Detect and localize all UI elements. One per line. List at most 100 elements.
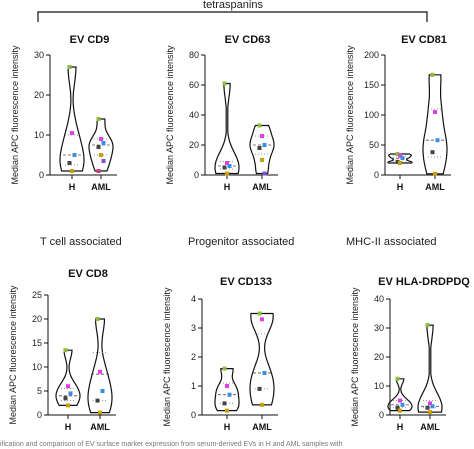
panel2-aml-data-point xyxy=(262,143,267,147)
panel5-h-data-point xyxy=(227,392,232,397)
panel4-title: EV CD8 xyxy=(68,268,108,280)
panel4-h-data-point xyxy=(66,403,70,408)
panel5-h-data-point xyxy=(225,408,229,413)
panel5-h-data-point xyxy=(222,366,227,371)
panel3-aml-data-point xyxy=(433,110,437,114)
panel2-ytick-label: 20 xyxy=(189,140,199,150)
panel6-h-data-point xyxy=(395,376,400,381)
panel5-ytick-label: 4 xyxy=(191,294,196,304)
panel4-aml-data-point xyxy=(98,410,102,415)
panel4-ytick-label: 10 xyxy=(32,362,42,372)
panel2-ytick-label: 40 xyxy=(189,110,199,120)
panel2-aml-violin xyxy=(249,124,275,175)
panel2-ytick-label: 80 xyxy=(189,50,199,60)
panel2-aml-data-point xyxy=(257,123,262,128)
panel3-aml-data-point xyxy=(435,138,440,143)
panel3-h-data-point xyxy=(400,156,405,161)
panel3-title: EV CD81 xyxy=(401,34,447,46)
panel4-ylabel: Median APC fluorescence intensity xyxy=(8,285,18,425)
panel5-h-xtick-label: H xyxy=(224,422,231,432)
panel2-aml-data-point xyxy=(260,134,264,138)
panel3-aml-data-point xyxy=(430,72,435,77)
panel3-ytick-label: 200 xyxy=(364,50,379,60)
panel6-ytick-label: 20 xyxy=(374,352,384,362)
panel1-h-data-point xyxy=(72,153,77,157)
panel3-ytick-label: 150 xyxy=(364,80,379,90)
panel2-h-xtick-label: H xyxy=(224,182,231,192)
panel5-ytick-label: 2 xyxy=(191,352,196,362)
panel6-aml-data-point xyxy=(428,401,432,406)
panel1-ytick-label: 0 xyxy=(39,170,44,180)
panel6-h-data-point xyxy=(400,402,405,407)
panel4-aml-data-point xyxy=(95,317,100,321)
panel4-aml-xtick-label: AML xyxy=(90,422,110,432)
panel5-ylabel: Median APC fluorescence intensity xyxy=(162,287,172,427)
panel6-title: EV HLA-DRDPDQ xyxy=(378,276,470,288)
panel4-h-data-point xyxy=(66,384,70,389)
panel5-aml-data-point xyxy=(257,386,262,391)
panel2-h-violin xyxy=(214,82,240,175)
panel1-aml-data-point xyxy=(101,159,106,163)
panel1-ylabel: Median APC fluorescence intensity xyxy=(10,45,20,185)
panel2-h-data-point xyxy=(227,164,232,168)
panel6-ytick-label: 0 xyxy=(379,410,384,420)
panel5-aml-violin xyxy=(249,312,275,406)
panel4-h-violin xyxy=(55,349,81,406)
panel3-aml-violin xyxy=(422,74,448,175)
panel4-h-xtick-label: H xyxy=(65,422,72,432)
panel4-ytick-label: 20 xyxy=(32,314,42,324)
panel1-ytick-label: 30 xyxy=(34,50,44,60)
panel5-h-violin xyxy=(214,368,240,412)
panel3-h-data-point xyxy=(398,153,402,158)
figure-caption: ification and comparison of EV surface m… xyxy=(0,441,343,448)
panel6-ytick-label: 10 xyxy=(374,381,384,391)
panel6-ylabel: Median APC fluorescence intensity xyxy=(350,287,360,427)
panel5-aml-data-point xyxy=(257,311,262,316)
panel5-title: EV CD133 xyxy=(220,276,272,288)
panel4-ytick-label: 25 xyxy=(32,290,42,300)
panel5-aml-xtick-label: AML xyxy=(252,422,272,432)
panel3-ytick-label: 50 xyxy=(369,140,379,150)
panel2-ytick-label: 60 xyxy=(189,80,199,90)
panel3-h-violin xyxy=(387,153,413,164)
panel1-aml-data-point xyxy=(99,153,103,157)
panel5-aml-data-point xyxy=(262,370,267,375)
panel1-aml-data-point xyxy=(96,117,101,121)
panel1-h-data-point xyxy=(70,131,74,135)
panel2-title: EV CD63 xyxy=(225,34,271,46)
panel6-aml-data-point xyxy=(425,405,430,410)
panel6-aml-xtick-label: AML xyxy=(420,422,440,432)
group-label-progenitor: Progenitor associated xyxy=(188,236,295,248)
panel2-h-data-point xyxy=(222,165,227,170)
panel4-h-data-point xyxy=(63,348,68,353)
panel4-ytick-label: 15 xyxy=(32,338,42,348)
panel5-ytick-label: 0 xyxy=(191,410,196,420)
panel1-aml-data-point xyxy=(96,145,101,149)
panel4-aml-data-point xyxy=(100,389,105,393)
panel3-ytick-label: 100 xyxy=(364,110,379,120)
panel5-ytick-label: 3 xyxy=(191,323,196,333)
panel3-ylabel: Median APC fluorescence intensity xyxy=(345,45,355,185)
panel2-h-data-point xyxy=(225,171,229,176)
panel4-h-data-point xyxy=(68,391,73,396)
panel6-aml-data-point xyxy=(430,404,435,409)
panel2-h-data-point xyxy=(222,81,227,86)
bracket-label: tetraspanins xyxy=(203,0,263,11)
panel1-h-data-point xyxy=(70,169,74,173)
panel6-aml-data-point xyxy=(428,410,432,415)
panel1-ytick-label: 20 xyxy=(34,90,44,100)
panel2-aml-data-point xyxy=(260,158,264,162)
panel3-h-data-point xyxy=(398,161,402,165)
panel5-ytick-label: 1 xyxy=(191,381,196,391)
panel6-aml-data-point xyxy=(425,323,430,328)
panel1-aml-data-point xyxy=(99,137,103,141)
panel4-ytick-label: 0 xyxy=(37,410,42,420)
panel3-h-data-point xyxy=(395,152,400,156)
panel1-h-data-point xyxy=(67,65,72,69)
panel3-aml-data-point xyxy=(433,171,437,176)
violin-chart-figure: tetraspanins EV CD9 Median APC fluorescenc… xyxy=(8,0,470,432)
panel2-aml-xtick-label: AML xyxy=(252,182,272,192)
panel1-h-data-point xyxy=(67,161,72,165)
panel3-ytick-label: 0 xyxy=(374,170,379,180)
panel3-aml-data-point xyxy=(430,150,435,155)
